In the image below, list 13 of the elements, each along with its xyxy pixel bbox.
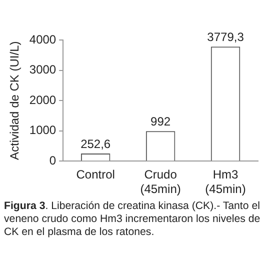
y-tick-label: 0 (49, 154, 56, 168)
x-tick-label: Hm3 (45min) (205, 168, 246, 196)
y-tick-label: 2000 (29, 92, 56, 107)
y-tick-label: 4000 (29, 32, 56, 46)
text: Figura 3. Liberación de creatina kinasa (CK).- Tanto el veneno crudo como Hm3 incrementaron los niveles de CK en el plasma de los ratones. (4, 200, 262, 239)
y-tick-label: 3000 (29, 62, 56, 77)
x-tick-label: Control (76, 168, 115, 182)
data-label: 252,6 (80, 136, 111, 151)
x-tick-label: Crudo (45min) (140, 168, 181, 196)
data-label: 992 (150, 114, 171, 128)
data-label: 3779,3 (207, 30, 244, 44)
y-axis-title: Actividad de CK (UI/L) (8, 41, 22, 160)
y-tick-label: 1000 (29, 123, 56, 138)
